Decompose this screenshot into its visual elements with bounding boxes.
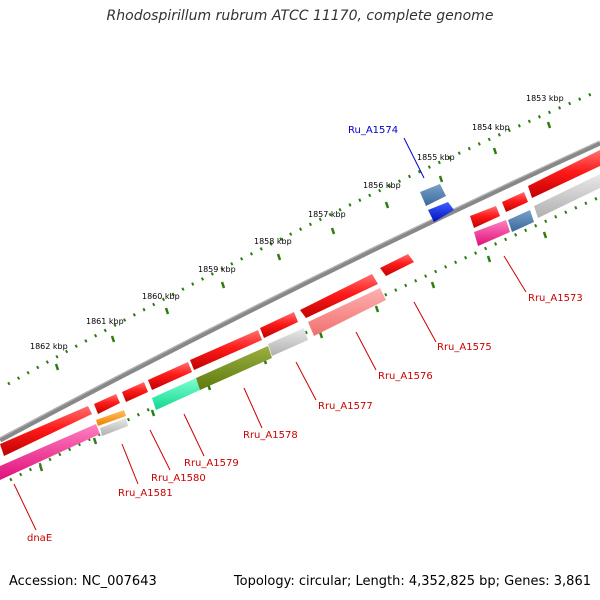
gene-feature-teal xyxy=(152,378,200,410)
kbp-label-1854: 1854 kbp xyxy=(472,123,510,132)
gene-feature-orange xyxy=(96,410,126,426)
gene-feature-red xyxy=(260,312,298,338)
gene-label-rru-a1575: Rru_A1575 xyxy=(437,342,492,353)
gene-feature-red xyxy=(528,150,600,198)
kbp-label-1853: 1853 kbp xyxy=(526,94,564,103)
gene-feature-red xyxy=(380,254,414,276)
leader-line xyxy=(121,443,139,485)
map-title: Rhodospirillum rubrum ATCC 11170, comple… xyxy=(106,8,494,24)
gene-label-ru-a1574: Ru_A1574 xyxy=(348,125,398,136)
gene-feature-blue xyxy=(428,202,454,222)
gene-label-rru-a1577: Rru_A1577 xyxy=(318,401,373,412)
outer-major-ticks xyxy=(54,121,552,371)
leader-line xyxy=(503,255,527,293)
leader-line xyxy=(355,331,377,371)
gene-label-rru-a1576: Rru_A1576 xyxy=(378,371,433,382)
kbp-label-1855: 1855 kbp xyxy=(417,153,455,162)
gene-feature-red xyxy=(470,206,500,228)
kbp-label-1862: 1862 kbp xyxy=(30,342,68,351)
inner-tick-ring xyxy=(9,195,600,482)
genome-backbone xyxy=(0,140,600,443)
gene-feature-pink xyxy=(474,220,510,246)
leader-line xyxy=(243,387,263,429)
gene-label-rru-a1581: Rru_A1581 xyxy=(118,488,173,499)
leader-line xyxy=(413,301,437,343)
leader-line xyxy=(403,137,425,179)
gene-label-rru-a1580: Rru_A1580 xyxy=(151,473,206,484)
leader-line xyxy=(13,483,37,531)
kbp-label-1856: 1856 kbp xyxy=(363,181,401,190)
kbp-label-1859: 1859 kbp xyxy=(198,265,236,274)
gene-feature-gray xyxy=(534,174,600,218)
gene-feature-red xyxy=(190,330,262,370)
leader-line xyxy=(149,429,171,471)
accession-text: Accession: NC_007643 xyxy=(9,574,157,589)
gene-feature-red xyxy=(94,394,120,414)
gene-feature-olive xyxy=(196,346,272,390)
kbp-label-1861: 1861 kbp xyxy=(86,317,124,326)
gene-feature-red xyxy=(148,362,192,390)
gene-feature-steel xyxy=(508,210,534,232)
gene-feature-red xyxy=(300,274,378,318)
gene-label-dnae: dnaE xyxy=(27,533,52,544)
gene-feature-gray xyxy=(268,328,308,356)
gene-label-rru-a1578: Rru_A1578 xyxy=(243,430,298,441)
gene-label-rru-a1573: Rru_A1573 xyxy=(528,293,583,304)
gene-feature-gray xyxy=(100,418,128,436)
kbp-label-1858: 1858 kbp xyxy=(254,237,292,246)
gene-feature-red xyxy=(502,192,528,212)
gene-feature-steel xyxy=(420,184,446,206)
kbp-label-1860: 1860 kbp xyxy=(142,292,180,301)
outer-tick-ring xyxy=(7,90,597,386)
gene-feature-red xyxy=(122,382,148,402)
gene-feature-pink xyxy=(0,424,100,480)
genome-stats-text: Topology: circular; Length: 4,352,825 bp… xyxy=(233,574,591,589)
leader-line xyxy=(183,413,205,457)
kbp-label-1857: 1857 kbp xyxy=(308,210,346,219)
gene-feature-salmon xyxy=(308,288,386,336)
gene-label-rru-a1579: Rru_A1579 xyxy=(184,458,239,469)
gene-feature-red xyxy=(0,406,92,456)
leader-line xyxy=(295,361,317,401)
